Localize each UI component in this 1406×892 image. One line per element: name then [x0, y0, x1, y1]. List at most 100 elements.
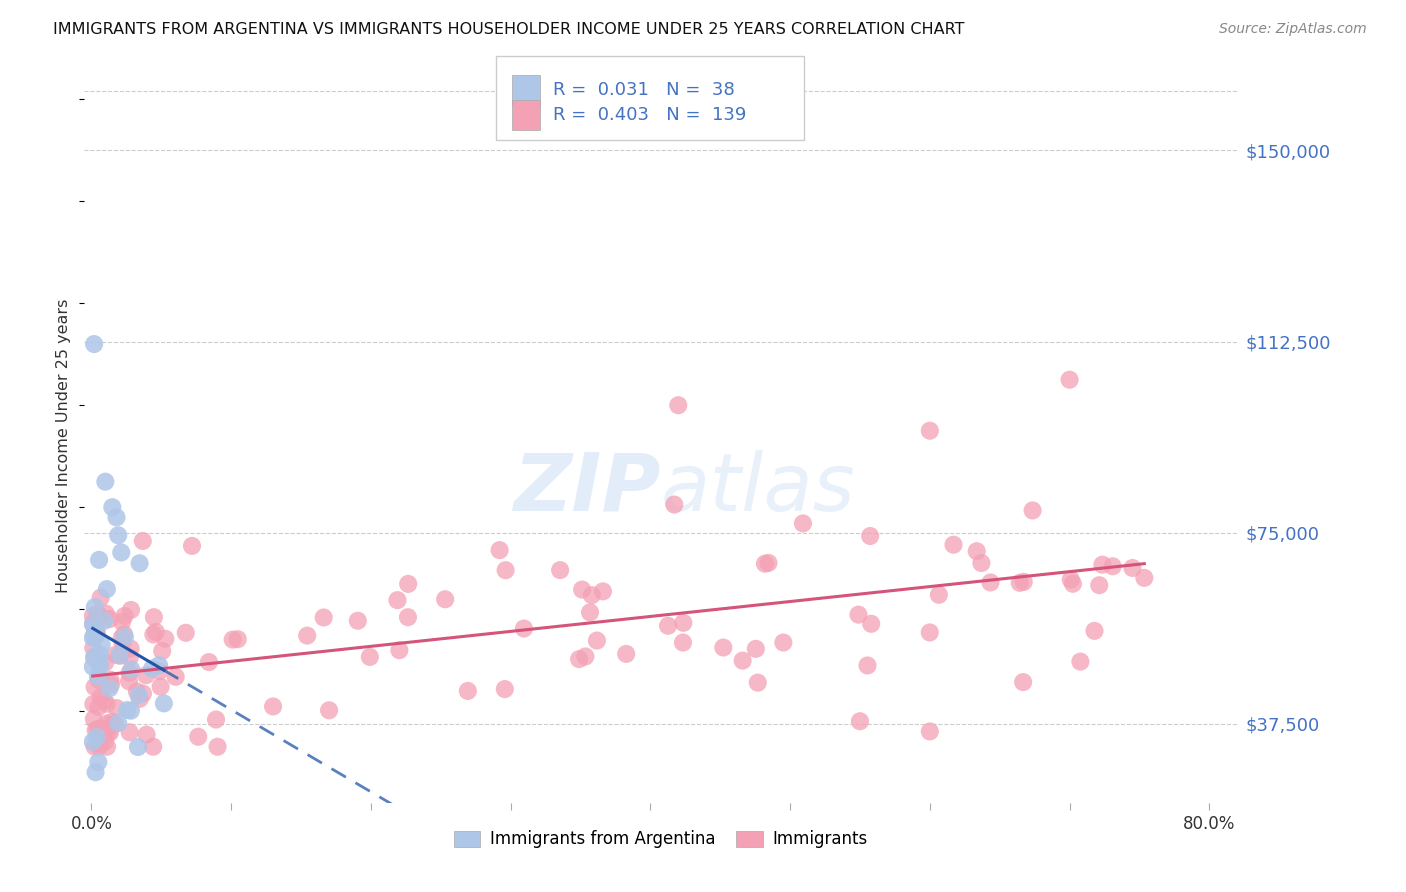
Point: [141, 662, 163, 676]
Point: [112, 627, 135, 641]
Point: [745, 641, 768, 656]
Point: [86, 628, 108, 642]
Point: [86, 722, 108, 736]
Point: [135, 668, 157, 682]
Point: [86, 607, 108, 621]
Point: [1091, 558, 1114, 572]
Point: [120, 603, 142, 617]
Point: [856, 658, 879, 673]
Point: [1021, 503, 1043, 517]
Point: [96, 739, 118, 754]
Point: [110, 631, 132, 645]
Text: ZIP: ZIP: [513, 450, 661, 528]
Point: [1012, 675, 1035, 690]
Point: [101, 500, 124, 515]
Point: [104, 648, 127, 662]
Point: [87, 670, 110, 684]
Point: [83, 629, 105, 643]
Point: [346, 614, 368, 628]
Point: [495, 563, 517, 577]
Point: [82, 608, 104, 623]
Point: [142, 610, 165, 624]
Point: [792, 516, 814, 531]
Point: [513, 622, 536, 636]
Point: [657, 619, 679, 633]
Point: [89, 739, 111, 754]
Point: [198, 655, 221, 669]
Point: [574, 649, 596, 664]
Point: [664, 498, 686, 512]
Point: [1133, 571, 1156, 585]
Point: [96, 716, 118, 731]
Point: [128, 691, 150, 706]
Point: [94, 475, 117, 489]
Point: [96, 697, 118, 711]
Point: [1121, 561, 1143, 575]
Point: [110, 545, 132, 559]
Point: [148, 665, 170, 679]
Point: [98, 612, 121, 626]
Point: [82, 697, 104, 711]
Point: [1083, 624, 1105, 638]
Point: [747, 675, 769, 690]
Point: [98, 681, 121, 696]
Point: [155, 632, 177, 646]
Point: [83, 337, 105, 351]
Point: [98, 725, 121, 739]
Point: [118, 650, 141, 665]
Point: [387, 593, 409, 607]
Point: [94, 656, 117, 670]
Point: [108, 648, 131, 663]
Point: [120, 641, 142, 656]
Point: [359, 649, 381, 664]
Point: [548, 563, 571, 577]
Text: R =  0.403   N =  139: R = 0.403 N = 139: [553, 106, 747, 124]
Point: [117, 703, 139, 717]
Text: Source: ZipAtlas.com: Source: ZipAtlas.com: [1219, 22, 1367, 37]
Point: [205, 713, 228, 727]
Point: [860, 616, 883, 631]
Point: [84, 624, 107, 639]
Point: [82, 659, 104, 673]
Point: [918, 424, 941, 438]
Point: [221, 632, 243, 647]
Point: [107, 528, 129, 542]
Point: [312, 610, 335, 624]
Point: [262, 699, 284, 714]
Point: [571, 582, 593, 597]
Point: [114, 630, 136, 644]
Point: [87, 755, 110, 769]
Point: [148, 658, 170, 673]
Point: [711, 640, 734, 655]
Point: [89, 658, 111, 673]
Point: [93, 735, 115, 749]
Point: [118, 725, 141, 739]
Point: [1069, 655, 1091, 669]
Point: [848, 607, 870, 622]
Point: [187, 730, 209, 744]
Point: [89, 722, 111, 736]
Point: [579, 606, 602, 620]
Text: atlas: atlas: [661, 450, 856, 528]
Point: [457, 684, 479, 698]
Point: [592, 584, 614, 599]
Point: [128, 688, 150, 702]
Point: [396, 610, 419, 624]
Point: [83, 739, 105, 754]
Text: IMMIGRANTS FROM ARGENTINA VS IMMIGRANTS HOUSEHOLDER INCOME UNDER 25 YEARS CORREL: IMMIGRANTS FROM ARGENTINA VS IMMIGRANTS …: [53, 22, 965, 37]
Point: [295, 629, 318, 643]
Point: [82, 617, 104, 632]
Point: [731, 654, 754, 668]
Point: [90, 591, 112, 605]
Point: [181, 539, 204, 553]
Point: [89, 736, 111, 750]
Point: [107, 716, 129, 731]
Point: [1008, 575, 1031, 590]
Point: [918, 625, 941, 640]
Point: [84, 723, 107, 738]
Point: [1059, 373, 1081, 387]
Point: [93, 614, 115, 628]
Point: [86, 624, 108, 639]
Point: [87, 652, 110, 666]
Point: [101, 714, 124, 729]
